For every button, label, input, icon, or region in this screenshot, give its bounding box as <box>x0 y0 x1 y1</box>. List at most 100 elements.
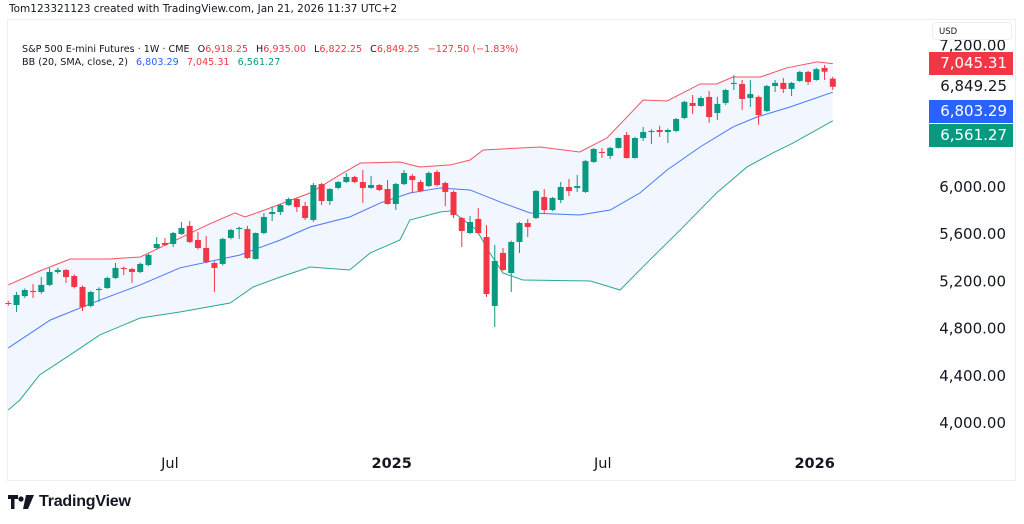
candle-body[interactable] <box>335 182 342 188</box>
candle-body[interactable] <box>351 176 358 183</box>
candle-body[interactable] <box>236 227 243 230</box>
candle-body[interactable] <box>788 82 795 89</box>
candle-body[interactable] <box>442 182 449 192</box>
candle-body[interactable] <box>557 187 564 200</box>
candle-body[interactable] <box>500 252 506 270</box>
candle-body[interactable] <box>170 233 177 244</box>
candle-body[interactable] <box>508 241 515 274</box>
candle-body[interactable] <box>87 292 94 306</box>
candle-body[interactable] <box>326 189 333 202</box>
chart-pane[interactable]: S&P 500 E-mini Futures · 1W · CME O6,918… <box>7 19 1016 481</box>
symbol-title[interactable]: S&P 500 E-mini Futures · 1W · CME <box>22 44 190 55</box>
candle-body[interactable] <box>186 225 193 242</box>
candle-body[interactable] <box>565 187 572 192</box>
candle-body[interactable] <box>21 290 28 297</box>
candle-body[interactable] <box>63 269 70 278</box>
candle-body[interactable] <box>219 238 226 264</box>
candle-body[interactable] <box>46 271 53 285</box>
candle-body[interactable] <box>623 134 630 158</box>
candle-body[interactable] <box>681 101 688 118</box>
candle-body[interactable] <box>450 191 457 215</box>
candle-body[interactable] <box>730 82 737 84</box>
candle-body[interactable] <box>458 218 465 232</box>
candle-body[interactable] <box>203 248 210 262</box>
candle-body[interactable] <box>145 254 152 265</box>
candle-body[interactable] <box>524 222 531 228</box>
candle-body[interactable] <box>574 186 581 188</box>
candle-body[interactable] <box>631 138 638 158</box>
candle-body[interactable] <box>582 161 589 192</box>
candle-body[interactable] <box>780 82 787 89</box>
candle-body[interactable] <box>772 82 779 86</box>
candle-body[interactable] <box>211 262 218 268</box>
candle-body[interactable] <box>697 98 704 106</box>
candle-body[interactable] <box>763 85 770 112</box>
candle-body[interactable] <box>318 184 325 202</box>
candle-body[interactable] <box>434 172 441 185</box>
candle-body[interactable] <box>532 191 539 219</box>
candle-body[interactable] <box>813 69 820 80</box>
candle-body[interactable] <box>30 290 37 293</box>
candle-body[interactable] <box>343 176 350 183</box>
candle-body[interactable] <box>829 78 836 87</box>
candle-body[interactable] <box>607 147 614 156</box>
candle-body[interactable] <box>755 96 762 116</box>
candle-body[interactable] <box>13 294 20 305</box>
candle-body[interactable] <box>475 218 482 234</box>
candle-body[interactable] <box>805 71 812 82</box>
candle-body[interactable] <box>796 71 803 81</box>
candle-body[interactable] <box>293 199 300 208</box>
candle-body[interactable] <box>310 184 317 221</box>
candle-body[interactable] <box>656 130 663 133</box>
candle-body[interactable] <box>722 90 729 103</box>
candle-body[interactable] <box>483 237 490 295</box>
candle-body[interactable] <box>417 182 424 192</box>
candle-body[interactable] <box>244 229 251 259</box>
candle-body[interactable] <box>409 176 416 181</box>
candle-body[interactable] <box>79 286 86 308</box>
candle-body[interactable] <box>5 302 12 304</box>
candle-body[interactable] <box>128 269 135 272</box>
candle-body[interactable] <box>673 119 680 131</box>
candle-body[interactable] <box>112 267 119 278</box>
candle-body[interactable] <box>747 94 754 99</box>
candle-body[interactable] <box>615 138 622 148</box>
candle-body[interactable] <box>227 229 234 238</box>
candle-body[interactable] <box>384 189 391 204</box>
candle-body[interactable] <box>648 130 655 133</box>
candle-body[interactable] <box>739 83 746 99</box>
candle-body[interactable] <box>252 233 259 259</box>
candle-body[interactable] <box>277 205 284 213</box>
candle-body[interactable] <box>260 216 267 234</box>
candle-body[interactable] <box>302 205 309 219</box>
candle-body[interactable] <box>491 260 498 306</box>
candle-body[interactable] <box>590 149 597 162</box>
candle-body[interactable] <box>598 151 605 154</box>
candle-body[interactable] <box>549 197 556 211</box>
candle-body[interactable] <box>516 222 523 242</box>
candle-body[interactable] <box>178 227 185 234</box>
candle-body[interactable] <box>541 197 548 211</box>
candle-body[interactable] <box>368 184 375 188</box>
candle-body[interactable] <box>161 242 168 245</box>
candle-body[interactable] <box>120 267 127 270</box>
candle-body[interactable] <box>664 130 671 133</box>
candle-body[interactable] <box>137 263 144 272</box>
candle-body[interactable] <box>640 132 647 139</box>
bb-title[interactable]: BB (20, SMA, close, 2) <box>22 57 128 68</box>
currency-selector[interactable]: USD <box>932 22 1012 40</box>
candle-body[interactable] <box>269 212 276 215</box>
candle-body[interactable] <box>689 102 696 106</box>
candle-body[interactable] <box>54 269 61 272</box>
candle-body[interactable] <box>71 275 78 287</box>
candle-body[interactable] <box>194 239 201 249</box>
candle-body[interactable] <box>38 284 45 293</box>
tradingview-logo[interactable]: TradingView <box>8 493 131 511</box>
candle-body[interactable] <box>467 222 474 234</box>
candle-body[interactable] <box>153 243 160 249</box>
candle-body[interactable] <box>401 172 408 185</box>
candle-body[interactable] <box>392 184 399 204</box>
candle-body[interactable] <box>95 288 102 291</box>
candle-body[interactable] <box>104 277 111 289</box>
